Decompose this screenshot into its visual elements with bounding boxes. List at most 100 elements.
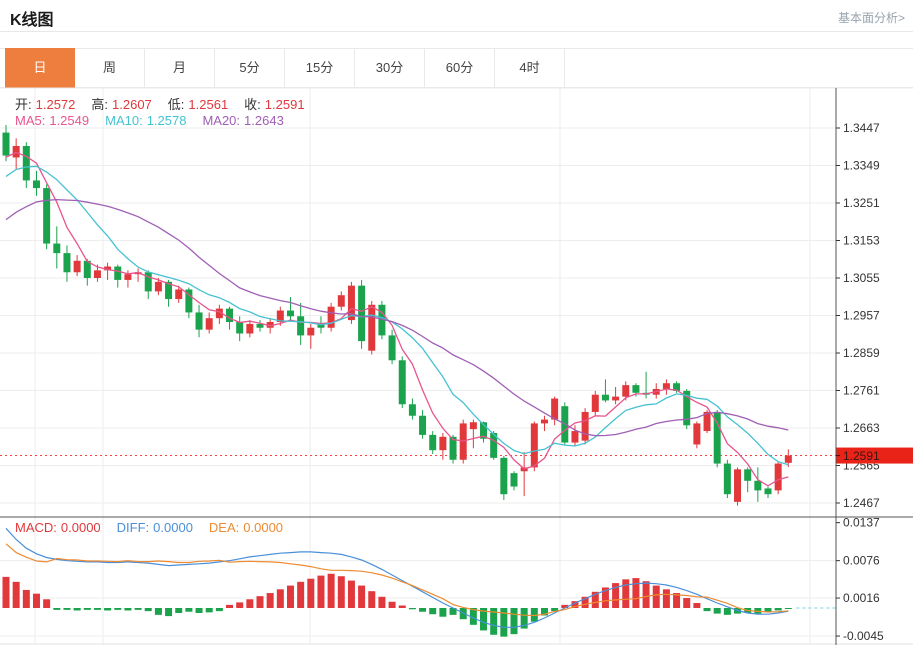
candle-body <box>347 285 355 321</box>
price-axis-label: 1.2467 <box>843 496 880 510</box>
macd-hist-bar <box>185 608 193 612</box>
macd-hist-bar <box>134 608 142 610</box>
macd-hist-bar <box>327 573 335 608</box>
macd-hist-bar <box>764 608 772 613</box>
candle-body <box>297 316 305 336</box>
macd-hist-bar <box>632 578 640 608</box>
macd-hist-bar <box>429 608 437 615</box>
tab-day[interactable]: 日 <box>5 48 75 88</box>
macd-hist-bar <box>652 585 660 608</box>
candle-body <box>490 432 498 458</box>
macd-hist-bar <box>642 581 650 608</box>
macd-item-2: DEA: 0.0000 <box>208 520 284 535</box>
candle-body <box>734 469 742 502</box>
macd-hist-bar <box>723 608 731 615</box>
candle-body <box>571 431 579 443</box>
candle-body <box>540 419 548 424</box>
candle-body <box>703 411 711 432</box>
ma-item-0: MA5: 1.2549 <box>15 113 90 128</box>
candle-body <box>510 473 518 487</box>
candle-body <box>114 266 122 280</box>
macd-hist-bar <box>175 608 183 613</box>
candle-body <box>713 411 721 464</box>
candle-body <box>32 180 40 189</box>
macd-hist-bar <box>165 608 173 617</box>
macd-hist-bar <box>12 581 20 608</box>
candle-body <box>408 404 416 416</box>
macd-hist-bar <box>286 585 294 608</box>
candle-body <box>144 272 152 292</box>
tab-15min[interactable]: 15分 <box>285 49 355 87</box>
macd-hist-bar <box>337 576 345 608</box>
tab-5min[interactable]: 5分 <box>215 49 285 87</box>
candle-body <box>469 422 477 430</box>
tab-month[interactable]: 月 <box>145 49 215 87</box>
candle-body <box>337 295 345 307</box>
macd-hist-bar <box>703 608 711 612</box>
macd-hist-bar <box>22 589 30 608</box>
macd-hist-bar <box>276 589 284 608</box>
candle-body <box>93 270 101 278</box>
price-axis-label: 1.3349 <box>843 159 880 173</box>
macd-hist-bar <box>215 608 223 612</box>
candle-body <box>368 304 376 351</box>
macd-hist-bar <box>154 608 162 615</box>
ohlc-item-0: 开: 1.2572 <box>15 97 76 112</box>
macd-hist-bar <box>591 591 599 608</box>
candle-body <box>266 322 274 328</box>
candle-body <box>388 335 396 361</box>
header: K线图 基本面分析> <box>0 0 913 32</box>
candle-body <box>662 383 670 389</box>
macd-hist-bar <box>358 585 366 608</box>
price-axis-label: 1.3055 <box>843 271 880 285</box>
macd-hist-bar <box>784 608 792 609</box>
macd-hist-bar <box>408 608 416 610</box>
candle-body <box>784 455 792 463</box>
macd-hist-bar <box>195 608 203 613</box>
macd-axis-label: 0.0076 <box>843 554 880 568</box>
price-axis-label: 1.2859 <box>843 346 880 360</box>
candle-body <box>286 310 294 317</box>
price-axis-label: 1.3447 <box>843 121 880 135</box>
tab-30min[interactable]: 30分 <box>355 49 425 87</box>
macd-hist-bar <box>226 604 234 608</box>
price-axis-label: 1.3153 <box>843 234 880 248</box>
macd-axis-label: 0.0137 <box>843 516 880 530</box>
diff-line <box>5 527 789 628</box>
candle-body <box>63 253 71 273</box>
tab-week[interactable]: 周 <box>75 49 145 87</box>
candle-body <box>530 423 538 468</box>
macd-hist-bar <box>205 608 213 613</box>
ohlc-item-1: 高: 1.2607 <box>91 97 152 112</box>
tab-60min[interactable]: 60分 <box>425 49 495 87</box>
macd-hist-bar <box>510 608 518 635</box>
candle-body <box>378 304 386 336</box>
tab-4hour[interactable]: 4时 <box>495 49 565 87</box>
macd-hist-bar <box>73 608 81 611</box>
fundamental-analysis-link[interactable]: 基本面分析> <box>837 11 905 25</box>
ohlc-item-3: 收: 1.2591 <box>244 97 305 112</box>
candle-body <box>601 394 609 401</box>
macd-hist-bar <box>388 601 396 608</box>
candle-body <box>612 396 620 401</box>
price-axis-label: 1.3251 <box>843 196 880 210</box>
macd-hist-bar <box>490 608 498 635</box>
macd-hist-bar <box>601 587 609 608</box>
current-price-badge <box>836 447 913 464</box>
price-axis-label: 1.2663 <box>843 421 880 435</box>
candle-body <box>175 289 183 300</box>
macd-hist-bar <box>449 608 457 615</box>
candle-body <box>246 323 254 334</box>
macd-hist-bar <box>581 596 589 608</box>
macd-hist-bar <box>256 596 264 608</box>
macd-hist-bar <box>693 603 701 608</box>
timeframe-tabs: 日周月 5分 15分 30分 60分 4时 <box>0 48 913 88</box>
candle-body <box>124 274 132 280</box>
ma-legend: MA5: 1.2549 MA10: 1.2578 MA20: 1.2643 <box>15 113 300 128</box>
candle-body <box>53 243 61 254</box>
dea-line <box>5 543 789 617</box>
ohlc-item-2: 低: 1.2561 <box>167 97 229 112</box>
macd-hist-bar <box>612 583 620 608</box>
macd-hist-bar <box>480 608 488 631</box>
